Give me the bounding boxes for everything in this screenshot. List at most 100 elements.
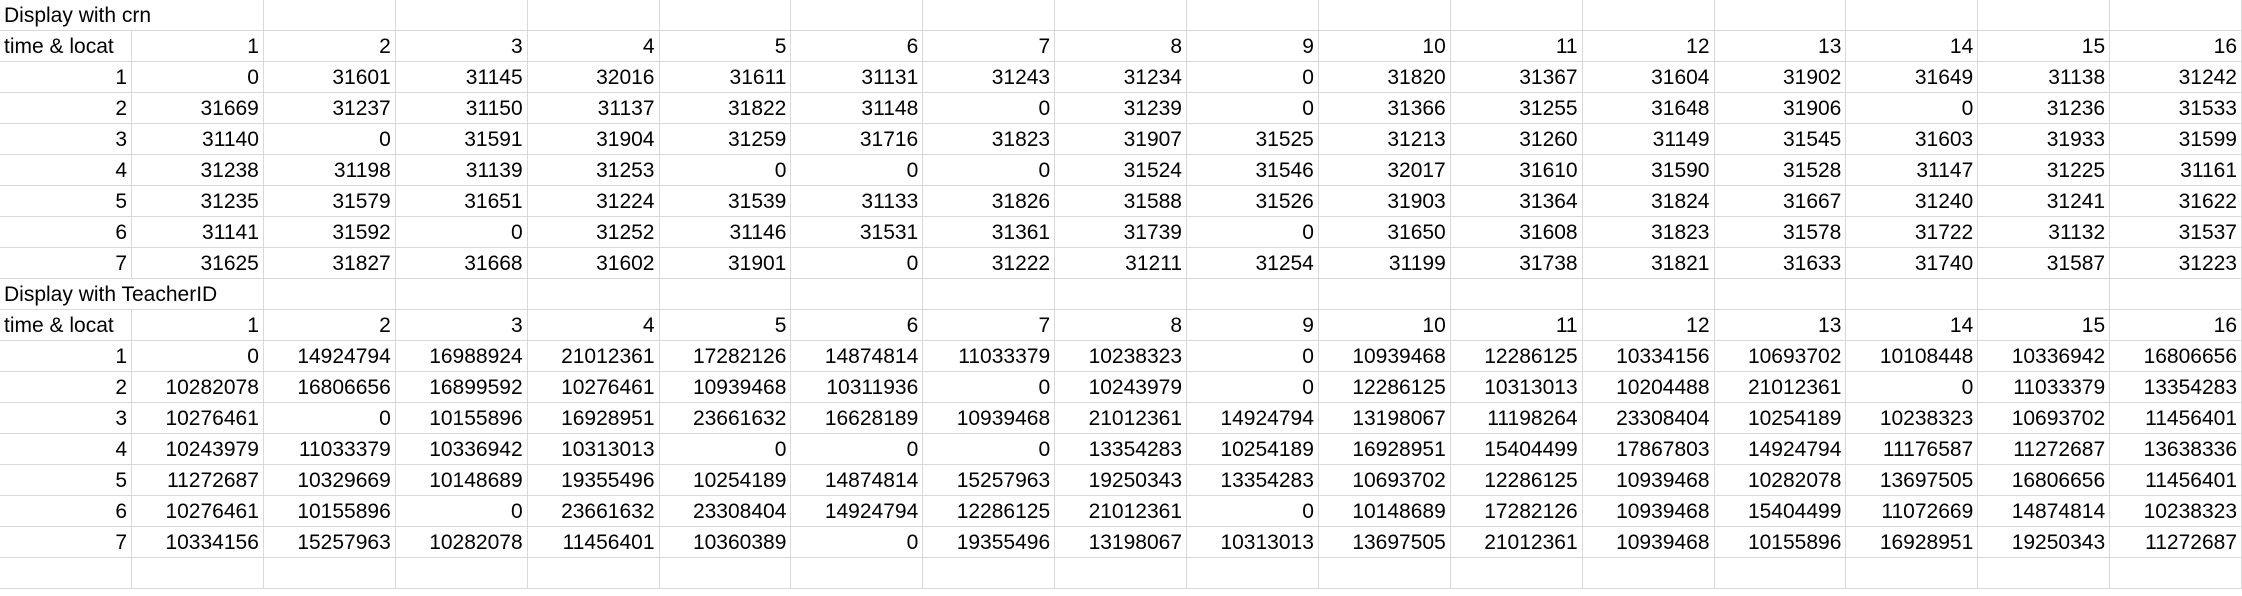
data-cell[interactable]: 12286125 (923, 496, 1056, 527)
data-cell[interactable]: 31903 (1318, 186, 1451, 217)
empty-cell[interactable] (1055, 279, 1187, 310)
data-cell[interactable]: 31528 (1714, 155, 1847, 186)
data-cell[interactable]: 31242 (2110, 62, 2242, 93)
data-cell[interactable]: 0 (923, 155, 1056, 186)
column-header[interactable]: 8 (1055, 310, 1187, 341)
data-cell[interactable]: 11033379 (923, 341, 1056, 372)
data-cell[interactable]: 11033379 (263, 434, 396, 465)
data-cell[interactable]: 0 (1187, 372, 1319, 403)
data-cell[interactable]: 31132 (1978, 217, 2111, 248)
data-cell[interactable]: 31236 (1978, 93, 2111, 124)
data-cell[interactable]: 10282078 (132, 372, 264, 403)
empty-cell[interactable] (1055, 0, 1187, 31)
data-cell[interactable]: 10276461 (132, 496, 264, 527)
data-cell[interactable]: 0 (791, 155, 924, 186)
data-cell[interactable]: 31255 (1450, 93, 1583, 124)
data-cell[interactable]: 11198264 (1450, 403, 1583, 434)
data-cell[interactable]: 0 (659, 155, 792, 186)
data-cell[interactable]: 31225 (1978, 155, 2111, 186)
empty-cell[interactable] (1450, 279, 1583, 310)
data-cell[interactable]: 10276461 (132, 403, 264, 434)
data-cell[interactable]: 11176587 (1846, 434, 1979, 465)
empty-cell[interactable] (263, 0, 396, 31)
data-cell[interactable]: 31669 (132, 93, 264, 124)
column-header[interactable]: 6 (791, 31, 924, 62)
data-cell[interactable]: 21012361 (527, 341, 660, 372)
data-cell[interactable]: 31253 (527, 155, 660, 186)
data-cell[interactable]: 21012361 (1450, 527, 1583, 558)
data-cell[interactable]: 31824 (1582, 186, 1715, 217)
empty-cell[interactable] (1846, 0, 1979, 31)
empty-cell[interactable] (1846, 558, 1979, 589)
data-cell[interactable]: 31822 (659, 93, 792, 124)
data-cell[interactable]: 31260 (1450, 124, 1583, 155)
data-cell[interactable]: 31827 (263, 248, 396, 279)
row-label[interactable]: 6 (0, 496, 132, 527)
data-cell[interactable]: 0 (132, 341, 264, 372)
data-cell[interactable]: 31367 (1450, 62, 1583, 93)
column-header[interactable]: 3 (395, 310, 528, 341)
data-cell[interactable]: 10243979 (1055, 372, 1187, 403)
data-cell[interactable]: 14924794 (791, 496, 924, 527)
data-cell[interactable]: 13198067 (1055, 527, 1187, 558)
empty-cell[interactable] (1582, 0, 1715, 31)
data-cell[interactable]: 31537 (2110, 217, 2242, 248)
data-cell[interactable]: 15404499 (1714, 496, 1847, 527)
data-cell[interactable]: 31222 (923, 248, 1056, 279)
data-cell[interactable]: 31235 (132, 186, 264, 217)
data-cell[interactable]: 19355496 (923, 527, 1056, 558)
empty-cell[interactable] (1187, 279, 1319, 310)
data-cell[interactable]: 31650 (1318, 217, 1451, 248)
data-cell[interactable]: 10693702 (1978, 403, 2111, 434)
column-header[interactable]: 6 (791, 310, 924, 341)
data-cell[interactable]: 31601 (263, 62, 396, 93)
data-cell[interactable]: 13198067 (1318, 403, 1451, 434)
data-cell[interactable]: 12286125 (1450, 341, 1583, 372)
data-cell[interactable]: 19250343 (1978, 527, 2111, 558)
data-cell[interactable]: 11456401 (2110, 465, 2242, 496)
column-header[interactable]: 15 (1978, 310, 2111, 341)
data-cell[interactable]: 16928951 (1318, 434, 1451, 465)
empty-cell[interactable] (791, 558, 924, 589)
data-cell[interactable]: 31252 (527, 217, 660, 248)
data-cell[interactable]: 12286125 (1318, 372, 1451, 403)
data-cell[interactable]: 10148689 (395, 465, 528, 496)
empty-cell[interactable] (923, 279, 1056, 310)
data-cell[interactable]: 31602 (527, 248, 660, 279)
data-cell[interactable]: 31525 (1187, 124, 1319, 155)
data-cell[interactable]: 31826 (923, 186, 1056, 217)
data-cell[interactable]: 31722 (1846, 217, 1979, 248)
row-label[interactable]: 5 (0, 465, 132, 496)
column-header[interactable]: 16 (2110, 31, 2242, 62)
data-cell[interactable]: 23308404 (1582, 403, 1715, 434)
column-header[interactable]: 14 (1846, 31, 1979, 62)
data-cell[interactable]: 10693702 (1714, 341, 1847, 372)
empty-cell[interactable] (1055, 558, 1187, 589)
data-cell[interactable]: 10939468 (1582, 527, 1715, 558)
column-header[interactable]: 2 (263, 31, 396, 62)
data-cell[interactable]: 10254189 (659, 465, 792, 496)
data-cell[interactable]: 13354283 (2110, 372, 2242, 403)
data-cell[interactable]: 14924794 (263, 341, 396, 372)
data-cell[interactable]: 10329669 (263, 465, 396, 496)
data-cell[interactable]: 0 (1187, 93, 1319, 124)
data-cell[interactable]: 31147 (1846, 155, 1979, 186)
data-cell[interactable]: 0 (395, 496, 528, 527)
row-label[interactable]: 1 (0, 62, 132, 93)
data-cell[interactable]: 14874814 (1978, 496, 2111, 527)
column-header[interactable]: 10 (1318, 310, 1451, 341)
column-header[interactable]: 1 (132, 310, 264, 341)
data-cell[interactable]: 21012361 (1055, 496, 1187, 527)
column-header[interactable]: 7 (923, 310, 1056, 341)
data-cell[interactable]: 16928951 (527, 403, 660, 434)
data-cell[interactable]: 31592 (263, 217, 396, 248)
data-cell[interactable]: 31545 (1714, 124, 1847, 155)
data-cell[interactable]: 0 (791, 527, 924, 558)
row-label[interactable]: 1 (0, 341, 132, 372)
data-cell[interactable]: 11272687 (2110, 527, 2242, 558)
empty-cell[interactable] (1846, 279, 1979, 310)
data-cell[interactable]: 15404499 (1450, 434, 1583, 465)
empty-cell[interactable] (1582, 558, 1715, 589)
section-title[interactable]: Display with crn (0, 0, 264, 31)
data-cell[interactable]: 31902 (1714, 62, 1847, 93)
